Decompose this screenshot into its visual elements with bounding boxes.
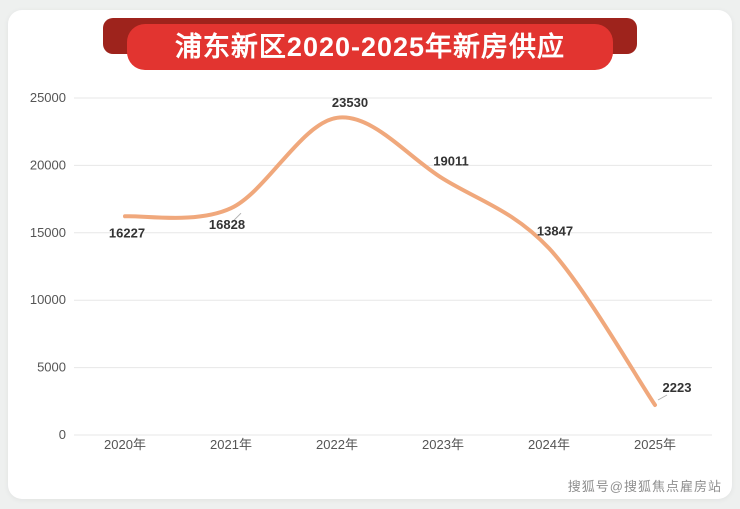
chart-card: 浦东新区2020-2025年新房供应 0 5000 10000 15000 20000 2… (8, 10, 732, 499)
data-point-label: 16828 (209, 217, 245, 232)
y-axis-tick-label: 10000 (30, 292, 66, 307)
x-axis-tick-label: 2023年 (422, 437, 464, 452)
y-axis-tick-label: 25000 (30, 90, 66, 105)
x-axis-tick-label: 2022年 (316, 437, 358, 452)
data-point-label: 16227 (109, 225, 145, 240)
title-ribbon: 浦东新区2020-2025年新房供应 (127, 24, 613, 70)
x-axis-tick-label: 2025年 (634, 437, 676, 452)
data-point-label: 2223 (663, 380, 692, 395)
x-axis-tick-label: 2020年 (104, 437, 146, 452)
line-chart: 0 5000 10000 15000 20000 25000 2020年 2021年 2022年… (30, 90, 712, 452)
supply-line (123, 115, 657, 407)
y-axis-tick-label: 20000 (30, 157, 66, 172)
chart-title: 浦东新区2020-2025年新房供应 (174, 32, 566, 62)
x-axis-tick-label: 2024年 (528, 437, 570, 452)
label-leader-line (232, 212, 242, 222)
x-axis-tick-label: 2021年 (210, 437, 252, 452)
data-point-label: 13847 (537, 223, 573, 238)
y-axis-tick-label: 0 (59, 427, 66, 442)
y-axis-tick-label: 15000 (30, 225, 66, 240)
label-leader-line (657, 394, 668, 401)
watermark: 搜狐号@搜狐焦点雇房站 (567, 479, 722, 494)
data-point-label: 19011 (433, 154, 468, 169)
y-axis-tick-label: 5000 (37, 360, 66, 375)
data-point-label: 23530 (332, 95, 368, 110)
